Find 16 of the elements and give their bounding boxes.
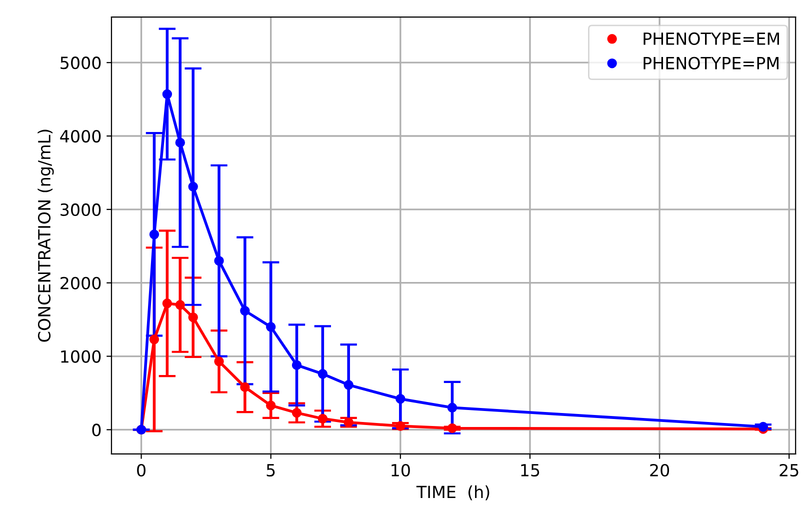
y-tick-label: 2000 <box>60 276 101 290</box>
y-tick-label: 5000 <box>60 56 101 70</box>
x-tick-label: 5 <box>266 464 275 477</box>
y-tick-label: 4000 <box>60 130 101 143</box>
y-tick-label: 3000 <box>60 203 101 216</box>
x-axis-title: TIME (h) <box>416 485 490 500</box>
y-axis-title: CONCENTRATION (ng/mL) <box>38 130 54 342</box>
x-tick-label: 15 <box>521 464 540 477</box>
legend-label: PHENOTYPE=EM <box>644 32 779 45</box>
y-tick-label: 1000 <box>61 350 101 363</box>
legend-label: PHENOTYPE=PM <box>644 56 778 70</box>
x-tick-label: 25 <box>780 464 798 477</box>
x-tick-label: 10 <box>392 464 410 477</box>
y-tick-label: 0 <box>92 424 101 436</box>
x-tick-label: 0 <box>137 464 146 477</box>
x-tick-label: 20 <box>650 464 670 477</box>
